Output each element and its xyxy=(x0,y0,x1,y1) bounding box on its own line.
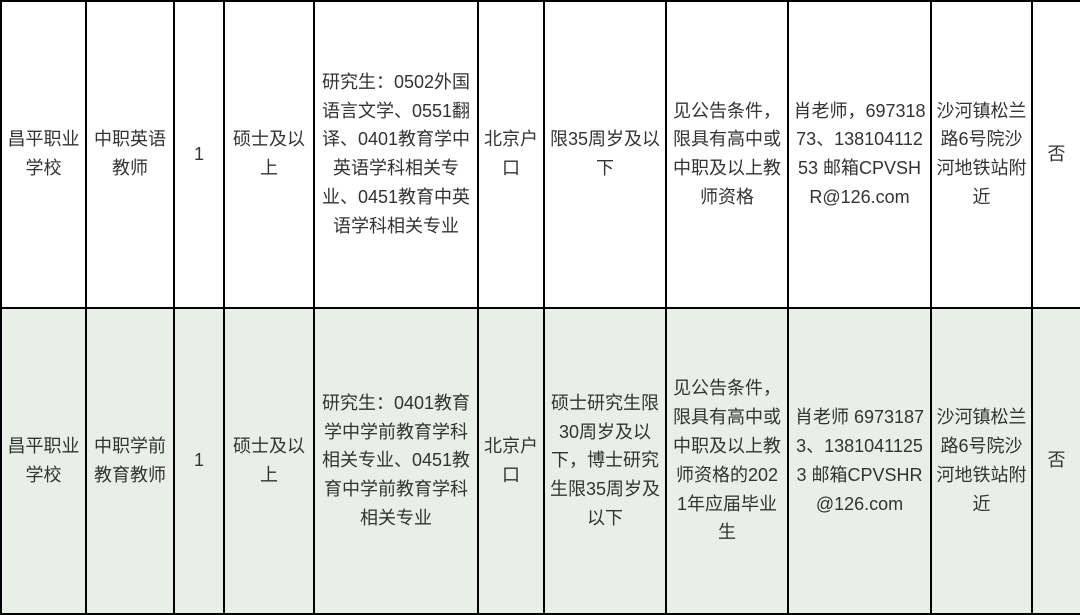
cell-age: 硕士研究生限30周岁及以下，博士研究生限35周岁及以下 xyxy=(544,308,666,615)
cell-edu: 硕士及以上 xyxy=(224,1,314,308)
cell-other: 见公告条件，限具有高中或中职及以上教师资格的2021年应届毕业生 xyxy=(666,308,788,615)
cell-school: 昌平职业学校 xyxy=(1,1,86,308)
cell-address: 沙河镇松兰路6号院沙河地铁站附近 xyxy=(931,1,1032,308)
cell-age: 限35周岁及以下 xyxy=(544,1,666,308)
cell-contact: 肖老师 69731873、13810411253 邮箱CPVSHR@126.co… xyxy=(788,308,931,615)
cell-major: 研究生：0401教育学中学前教育学科相关专业、0451教育中学前教育学科相关专业 xyxy=(314,308,478,615)
table-row: 昌平职业学校 中职学前教育教师 1 硕士及以上 研究生：0401教育学中学前教育… xyxy=(1,308,1080,615)
cell-hukou: 北京户口 xyxy=(478,1,544,308)
cell-count: 1 xyxy=(174,308,224,615)
cell-position: 中职英语教师 xyxy=(86,1,174,308)
cell-campus: 否 xyxy=(1032,308,1080,615)
cell-campus: 否 xyxy=(1032,1,1080,308)
cell-count: 1 xyxy=(174,1,224,308)
table-row: 昌平职业学校 中职英语教师 1 硕士及以上 研究生：0502外国语言文学、055… xyxy=(1,1,1080,308)
cell-school: 昌平职业学校 xyxy=(1,308,86,615)
cell-edu: 硕士及以上 xyxy=(224,308,314,615)
cell-position: 中职学前教育教师 xyxy=(86,308,174,615)
cell-hukou: 北京户口 xyxy=(478,308,544,615)
recruitment-table: 昌平职业学校 中职英语教师 1 硕士及以上 研究生：0502外国语言文学、055… xyxy=(0,0,1080,615)
cell-address: 沙河镇松兰路6号院沙河地铁站附近 xyxy=(931,308,1032,615)
cell-contact: 肖老师，69731873、13810411253 邮箱CPVSHR@126.co… xyxy=(788,1,931,308)
cell-major: 研究生：0502外国语言文学、0551翻译、0401教育学中英语学科相关专业、0… xyxy=(314,1,478,308)
cell-other: 见公告条件，限具有高中或中职及以上教师资格 xyxy=(666,1,788,308)
